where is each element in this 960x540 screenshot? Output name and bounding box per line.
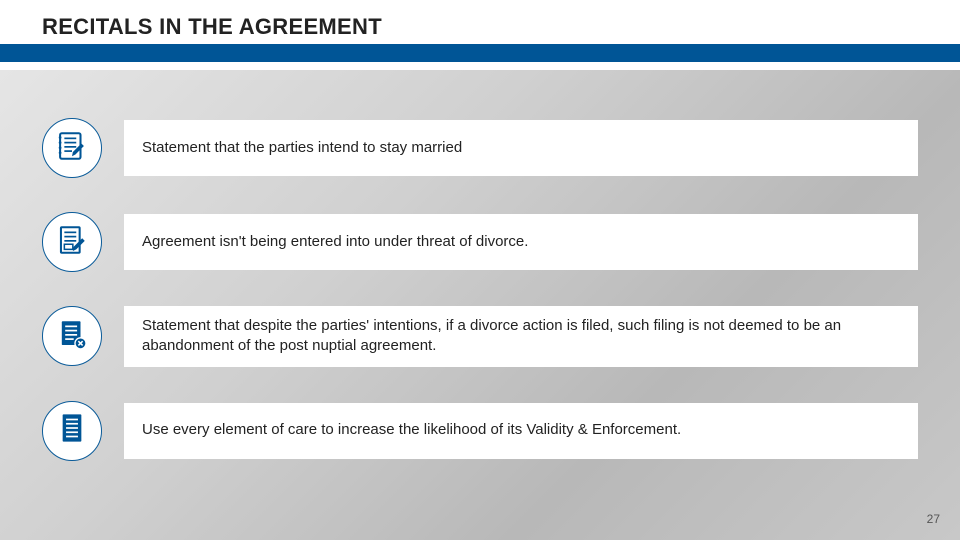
icon-circle [42,306,102,366]
list-item: Statement that despite the parties' inte… [42,306,918,367]
page-title: RECITALS IN THE AGREEMENT [42,14,382,40]
document-lines-icon [55,411,89,450]
item-text: Use every element of care to increase th… [124,403,918,459]
accent-bar [0,44,960,62]
list-item: Statement that the parties intend to sta… [42,118,918,178]
header: RECITALS IN THE AGREEMENT [0,0,960,70]
items-list: Statement that the parties intend to sta… [42,118,918,495]
icon-circle [42,401,102,461]
item-text: Statement that despite the parties' inte… [124,306,918,367]
signing-document-icon [55,223,89,262]
page-number: 27 [927,512,940,526]
slide: RECITALS IN THE AGREEMENT [0,0,960,540]
item-text: Statement that the parties intend to sta… [124,120,918,176]
list-item: Use every element of care to increase th… [42,401,918,461]
list-item: Agreement isn't being entered into under… [42,212,918,272]
signing-notebook-icon [55,129,89,168]
icon-circle [42,118,102,178]
icon-circle [42,212,102,272]
item-text: Agreement isn't being entered into under… [124,214,918,270]
document-cancel-icon [55,317,89,356]
